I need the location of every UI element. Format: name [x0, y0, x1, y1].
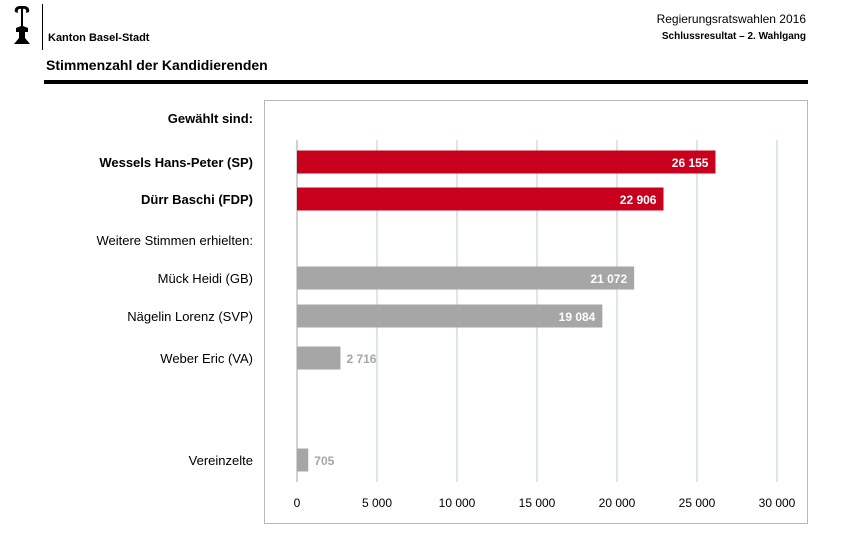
header-divider — [42, 4, 43, 50]
candidate-label: Weber Eric (VA) — [160, 351, 253, 366]
value-label: 2 716 — [346, 352, 376, 366]
candidate-label: Vereinzelte — [189, 453, 253, 468]
basel-staff-logo-icon — [14, 6, 30, 44]
x-tick-labels: 0 5 000 10 000 15 000 20 000 25 000 30 000 — [294, 496, 796, 510]
x-tick-label: 5 000 — [362, 496, 392, 510]
chart-title: Stimmenzahl der Kandidierenden — [46, 57, 268, 73]
chart-frame — [264, 100, 808, 524]
bars: 26 155 22 906 21 072 19 084 2 716 705 — [297, 150, 716, 472]
value-label: 22 906 — [620, 193, 657, 207]
candidate-label: Nägelin Lorenz (SVP) — [127, 309, 253, 324]
candidate-label: Wessels Hans-Peter (SP) — [99, 155, 253, 170]
bar — [297, 266, 635, 290]
bar — [297, 150, 716, 174]
x-tick-label: 30 000 — [759, 496, 796, 510]
bar — [297, 304, 603, 328]
value-label: 26 155 — [672, 156, 709, 170]
title-rule — [44, 80, 808, 84]
group-heading: Gewählt sind: — [168, 111, 253, 126]
value-label: 705 — [314, 454, 334, 468]
candidate-label: Dürr Baschi (FDP) — [141, 192, 253, 207]
canton-name: Kanton Basel-Stadt — [48, 32, 150, 44]
row-labels: Gewählt sind: Wessels Hans-Peter (SP) Dürr… — [96, 111, 253, 468]
x-tick-label: 20 000 — [599, 496, 636, 510]
bar — [297, 187, 664, 211]
group-heading: Weitere Stimmen erhielten: — [96, 233, 253, 248]
value-label: 19 084 — [559, 310, 596, 324]
x-tick-label: 10 000 — [439, 496, 476, 510]
bar — [297, 448, 309, 472]
bar — [297, 346, 341, 370]
result-subtitle: Schlussresultat – 2. Wahlgang — [661, 31, 806, 42]
candidate-label: Mück Heidi (GB) — [158, 271, 253, 286]
x-tick-label: 0 — [294, 496, 301, 510]
value-label: 21 072 — [590, 272, 627, 286]
election-title: Regierungsratswahlen 2016 — [656, 12, 806, 26]
x-tick-label: 15 000 — [519, 496, 556, 510]
x-tick-label: 25 000 — [679, 496, 716, 510]
